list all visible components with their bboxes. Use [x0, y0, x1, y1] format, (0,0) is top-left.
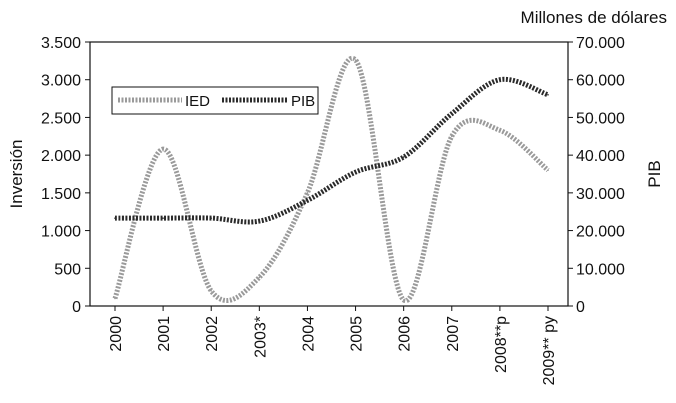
data-point-pib	[114, 217, 116, 219]
series-line-ied	[112, 55, 550, 304]
left-tick-label: 500	[54, 261, 81, 278]
data-point-ied	[306, 192, 309, 194]
data-point-pib	[354, 171, 357, 173]
data-point-pib	[402, 156, 405, 158]
x-tick-label: 2006	[397, 316, 414, 352]
right-tick-label: 60.000	[576, 73, 625, 90]
left-axis-title: Inversión	[7, 140, 26, 209]
left-tick-label: 1.500	[41, 186, 81, 203]
legend-label-ied: IED	[185, 93, 210, 110]
data-point-ied	[354, 59, 357, 61]
legend-label-pib: PIB	[291, 93, 315, 110]
data-point-ied	[162, 148, 164, 150]
right-tick-label: 50.000	[576, 110, 625, 127]
data-point-pib	[258, 220, 261, 222]
x-axis-ticks: 2000 2001 2002 2003* 2004 2005 2006 2007 2008**p…	[108, 306, 558, 385]
plot-area	[89, 41, 569, 307]
data-point-ied	[114, 297, 116, 300]
left-tick-label: 1.000	[41, 224, 81, 241]
x-tick-label: 2005	[349, 316, 366, 352]
series-layer	[112, 55, 550, 304]
data-point-ied	[210, 290, 213, 292]
right-axis-ticks: 0 10.000 20.000 30.000 40.000 50.000 60.000 70.…	[568, 35, 625, 316]
data-point-ied	[547, 169, 549, 172]
right-axis-title: PIB	[645, 160, 664, 187]
data-point-pib	[162, 217, 164, 219]
unit-note: Millones de dólares	[521, 8, 667, 27]
legend-box	[111, 86, 319, 115]
data-point-ied	[258, 276, 261, 279]
right-tick-label: 30.000	[576, 186, 625, 203]
data-point-ied	[450, 135, 453, 138]
data-point-pib	[450, 112, 453, 115]
x-tick-label: 2007	[445, 316, 462, 352]
x-tick-label: 2002	[204, 316, 221, 352]
data-point-ied	[402, 299, 405, 301]
data-point-pib	[547, 94, 549, 96]
left-tick-label: 2.500	[41, 110, 81, 127]
x-tick-label: 2009** py	[541, 316, 558, 385]
right-tick-label: 10.000	[576, 261, 625, 278]
series-line-pib	[115, 76, 549, 225]
left-tick-label: 0	[72, 299, 81, 316]
legend: IED PIB	[111, 86, 319, 115]
right-tick-label: 20.000	[576, 224, 625, 241]
x-tick-label: 2001	[156, 316, 173, 352]
right-tick-label: 0	[576, 299, 585, 316]
x-tick-label: 2008**p	[493, 316, 510, 373]
right-tick-label: 70.000	[576, 35, 625, 52]
x-tick-label: 2000	[108, 316, 125, 352]
left-tick-label: 3.500	[41, 35, 81, 52]
x-tick-label: 2004	[300, 316, 317, 352]
right-tick-label: 40.000	[576, 148, 625, 165]
left-tick-label: 2.000	[41, 148, 81, 165]
data-point-pib	[210, 217, 213, 219]
data-point-pib	[499, 78, 501, 81]
x-tick-label: 2003*	[252, 316, 269, 358]
data-point-pib	[306, 199, 309, 202]
data-point-ied	[499, 129, 501, 132]
left-axis-ticks: 0 500 1.000 1.500 2.000 2.500 3.000 3.500	[41, 35, 90, 316]
left-tick-label: 3.000	[41, 73, 81, 90]
